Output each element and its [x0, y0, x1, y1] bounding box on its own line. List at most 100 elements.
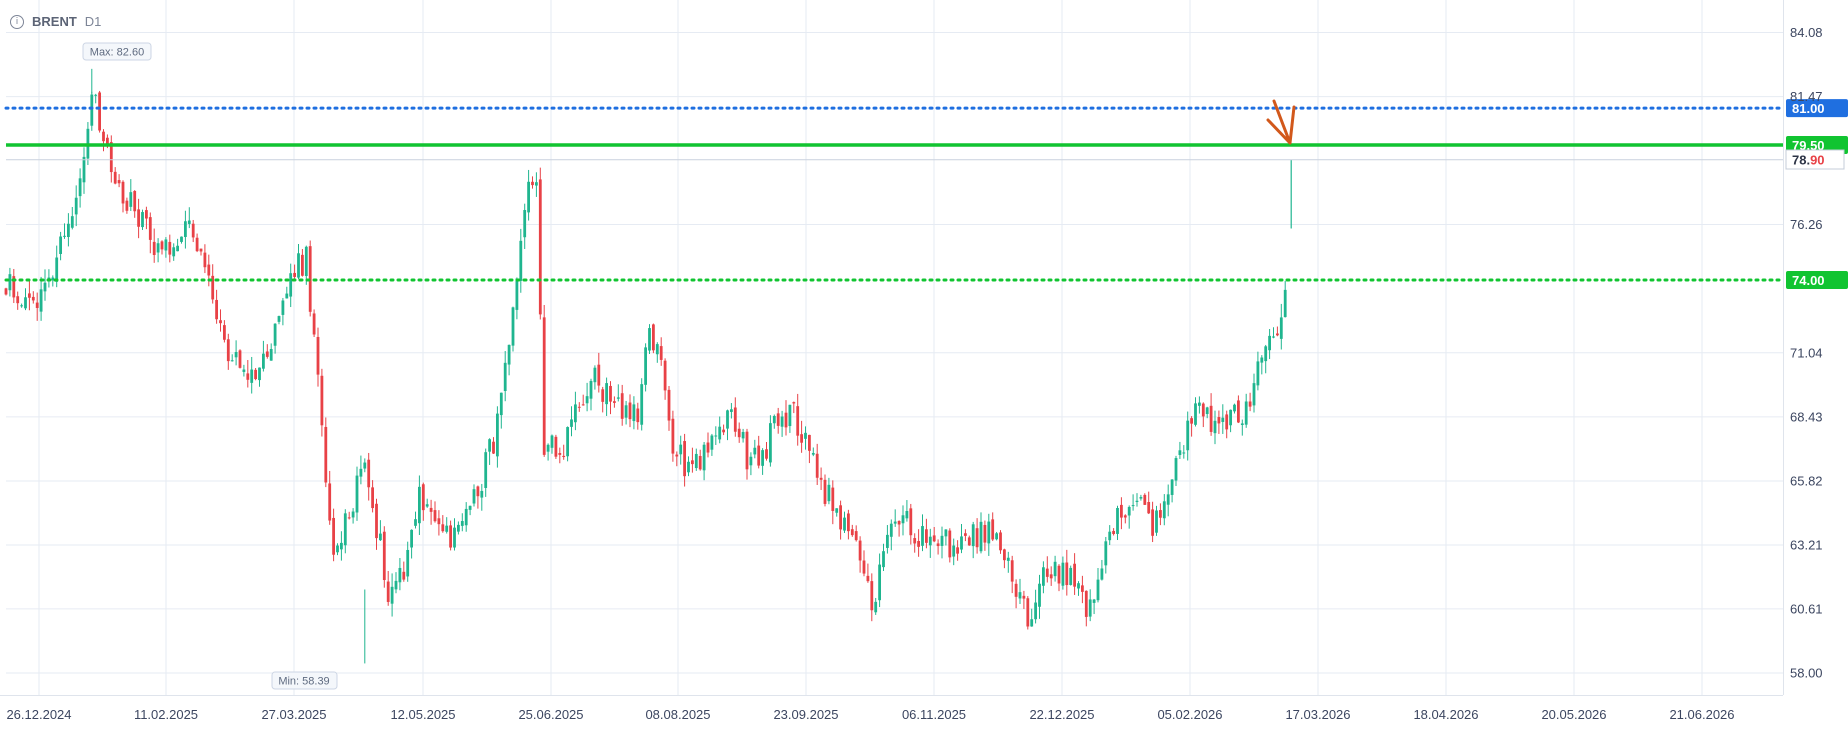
candle-body: [1038, 583, 1041, 607]
level-price-tag: [1786, 271, 1848, 290]
candle-body: [328, 483, 332, 521]
time-axis[interactable]: 26.12.2024 11.02.2025 27.03.2025 12.05.2025…: [0, 695, 1783, 722]
candle-body: [379, 533, 382, 541]
x-tick-label: 21.06.2026: [1669, 707, 1734, 722]
candle-body: [215, 299, 218, 320]
candle-body: [733, 407, 737, 432]
candle-body: [648, 328, 651, 351]
candle-body: [51, 277, 55, 281]
candle-body: [554, 436, 558, 457]
candle-body: [211, 275, 215, 300]
candle-body: [944, 529, 948, 537]
candle-body: [1178, 450, 1182, 455]
candle-body: [640, 384, 644, 425]
candle-body: [917, 540, 920, 547]
candle-body: [74, 197, 78, 215]
candle-body: [655, 344, 659, 355]
candle-body: [176, 245, 179, 252]
candle-body: [995, 533, 998, 540]
candle-body: [160, 241, 164, 250]
candle-body: [1045, 568, 1049, 577]
candle-body: [355, 475, 359, 513]
candle-body: [1213, 420, 1217, 434]
y-tick-label: 63.21: [1790, 538, 1823, 553]
candle-body: [24, 297, 27, 309]
candle-body: [889, 523, 893, 537]
candle-body: [691, 460, 694, 465]
candle-body: [1147, 502, 1151, 514]
candle-body: [796, 406, 800, 436]
last-price-label-tail: 90: [1810, 153, 1824, 168]
candle-body: [737, 428, 741, 438]
candle-body: [850, 529, 854, 536]
candle-body: [956, 547, 959, 554]
candle-body: [858, 540, 862, 561]
candle-body: [886, 534, 889, 548]
info-icon[interactable]: i: [10, 14, 24, 29]
candle-body: [765, 449, 768, 459]
candle-body: [527, 181, 530, 213]
annotation-arrow-icon[interactable]: [1266, 99, 1296, 145]
candle-body: [979, 521, 983, 552]
candle-body: [246, 373, 250, 380]
price-axis[interactable]: 84.08 81.47 76.26 71.04 68.43 65.82 63.21 60.61…: [1783, 0, 1823, 695]
candle-body: [971, 524, 975, 547]
symbol-name: BRENT: [32, 14, 77, 29]
candle-body: [808, 434, 811, 451]
candle-body: [133, 191, 137, 212]
candle-body: [1081, 585, 1084, 592]
candle-body: [967, 537, 971, 546]
candle-body: [987, 521, 991, 544]
y-tick-label: 84.08: [1790, 25, 1823, 40]
level-price-label: 74.00: [1792, 273, 1825, 288]
candle-body: [1283, 289, 1287, 318]
candle-body: [792, 402, 796, 404]
candle-body: [952, 545, 956, 557]
candle-body: [1061, 562, 1065, 586]
candle-body: [928, 536, 932, 546]
candle-series: [4, 68, 1292, 664]
candle-body: [538, 179, 542, 315]
candle-body: [542, 317, 546, 455]
candle-body: [67, 223, 70, 237]
candle-body: [375, 503, 378, 539]
candle-body: [1194, 403, 1197, 425]
candle-body: [862, 560, 866, 574]
candle-body: [745, 431, 749, 470]
candle-body: [1190, 418, 1193, 424]
candle-body: [772, 415, 776, 424]
candle-body: [1053, 561, 1057, 577]
candle-body: [437, 518, 441, 525]
candle-body: [102, 131, 105, 142]
candle-body: [242, 369, 246, 372]
candle-body: [347, 517, 351, 519]
candle-body: [960, 536, 963, 550]
x-tick-label: 17.03.2026: [1285, 707, 1350, 722]
candle-body: [558, 453, 562, 455]
candle-body: [776, 413, 780, 426]
candle-body: [1198, 402, 1201, 406]
candle-body: [718, 426, 722, 440]
candle-body: [184, 221, 187, 237]
svg-text:78.90: 78.90: [1792, 153, 1825, 168]
candle-body: [199, 248, 203, 252]
candle-body: [476, 486, 480, 497]
candle-body: [1135, 500, 1139, 502]
candle-body: [94, 94, 98, 96]
candle-body: [683, 441, 686, 477]
candle-body: [1092, 599, 1096, 603]
candle-body: [281, 300, 285, 315]
candle-body: [1162, 501, 1166, 519]
candle-body: [1006, 557, 1010, 561]
candle-body: [667, 389, 671, 421]
x-tick-label: 12.05.2025: [390, 707, 455, 722]
candle-body: [148, 217, 152, 240]
candle-body: [1116, 507, 1119, 534]
level-price-tag: [1786, 99, 1848, 118]
candle-body: [402, 571, 406, 580]
candle-body: [332, 517, 335, 555]
candle-body: [531, 181, 534, 186]
candle-body: [226, 339, 230, 362]
candle-body: [418, 486, 421, 524]
